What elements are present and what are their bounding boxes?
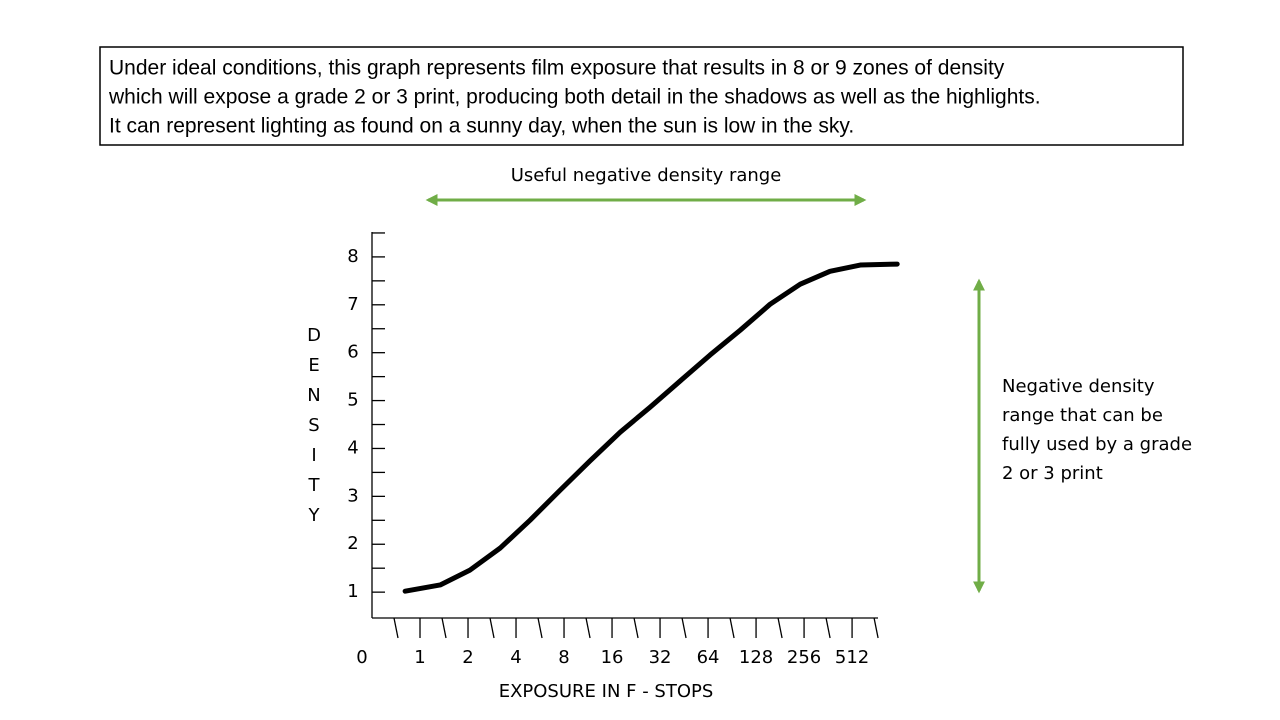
x-minor-tick	[585, 617, 591, 639]
x-minor-tick	[441, 617, 447, 639]
x-minor-tick	[681, 617, 687, 639]
note-line: Under ideal conditions, this graph repre…	[109, 57, 1005, 80]
x-minor-tick	[825, 617, 831, 639]
side-annotation: 2 or 3 print	[1002, 463, 1103, 484]
x-tick-label: 64	[697, 647, 720, 668]
x-tick-label: 2	[462, 647, 473, 668]
side-annotation: fully used by a grade	[1002, 434, 1192, 455]
y-tick-label: 6	[347, 342, 358, 363]
y-tick-label: 2	[347, 533, 358, 554]
x-tick-label: 16	[601, 647, 624, 668]
side-annotation: Negative density	[1002, 376, 1155, 397]
x-axis-label: EXPOSURE IN F - STOPS	[499, 681, 714, 702]
x-tick-label: 256	[787, 647, 821, 668]
y-tick-label: 8	[347, 246, 358, 267]
note-box	[99, 46, 1184, 146]
y-tick-label: 3	[347, 485, 358, 506]
top-annotation: Useful negative density range	[511, 165, 782, 186]
note-line: which will expose a grade 2 or 3 print, …	[108, 86, 1041, 109]
x-tick-label: 128	[739, 647, 773, 668]
x-minor-tick	[777, 617, 783, 639]
x-minor-tick	[873, 617, 879, 639]
x-minor-tick	[393, 617, 399, 639]
x-tick-label: 1	[414, 647, 425, 668]
x-minor-tick	[537, 617, 543, 639]
annotation-arrows	[425, 194, 985, 594]
side-annotation: range that can be	[1002, 405, 1163, 426]
x-tick-label: 512	[835, 647, 869, 668]
y-tick-label: 4	[347, 437, 358, 458]
y-tick-label: 5	[347, 390, 358, 411]
y-tick-label: 1	[347, 581, 358, 602]
y-axis-label: DENSITY	[304, 325, 325, 535]
note-line: It can represent lighting as found on a …	[109, 115, 854, 138]
x-tick-label: 4	[510, 647, 521, 668]
x-tick-label: 0	[356, 647, 367, 668]
x-minor-tick	[633, 617, 639, 639]
y-tick-label: 7	[347, 294, 358, 315]
x-tick-label: 32	[649, 647, 672, 668]
density-curve	[402, 261, 900, 594]
x-minor-tick	[729, 617, 735, 639]
x-minor-tick	[489, 617, 495, 639]
x-tick-label: 8	[558, 647, 569, 668]
